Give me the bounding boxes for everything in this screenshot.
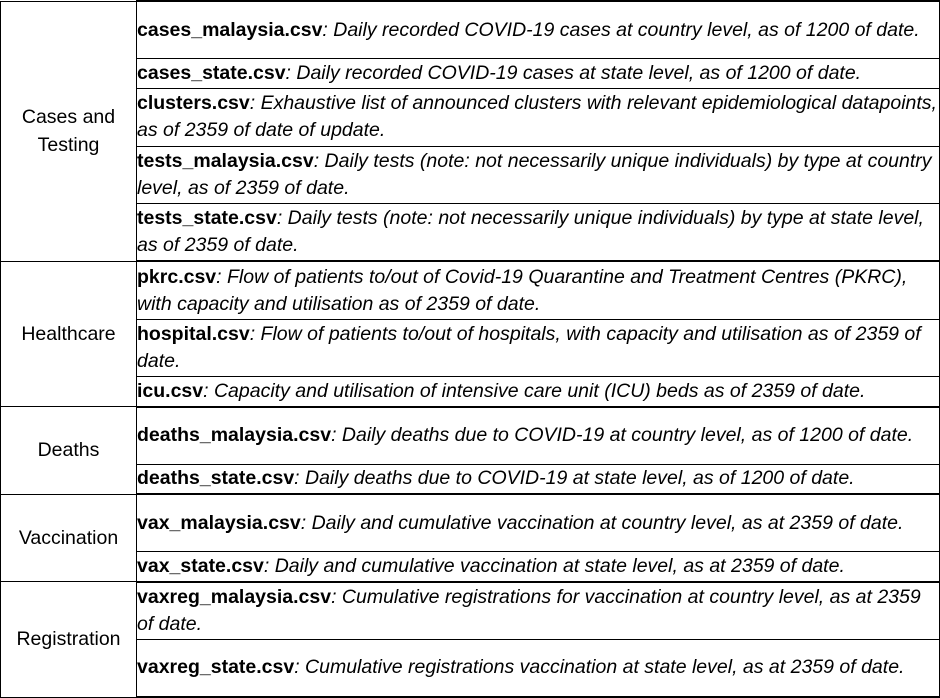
- table-row: tests_state.csv: Daily tests (note: not …: [1, 203, 940, 263]
- table-row: tests_malaysia.csv: Daily tests (note: n…: [1, 145, 940, 205]
- file-name: cases_state.csv: [137, 62, 286, 85]
- file-name: vaxreg_state.csv: [137, 656, 295, 679]
- file-description: : Cumulative registrations vaccination a…: [294, 656, 905, 679]
- file-name: cases_malaysia.csv: [137, 18, 323, 41]
- category-cell: Registration: [0, 581, 137, 698]
- entry-cell: clusters.csv: Exhaustive list of announc…: [136, 88, 940, 147]
- entry-cell: vaxreg_state.csv: Cumulative registratio…: [136, 638, 940, 698]
- category-label: Deaths: [37, 439, 100, 462]
- file-description: : Daily tests (note: not necessarily uni…: [137, 207, 924, 257]
- table-row: deaths_state.csv: Daily deaths due to CO…: [1, 463, 940, 496]
- category-cell: Deaths: [0, 406, 137, 495]
- file-description: : Daily deaths due to COVID-19 at state …: [294, 467, 855, 490]
- file-name: vaxreg_malaysia.csv: [137, 585, 332, 608]
- file-description: : Daily recorded COVID-19 cases at count…: [322, 18, 920, 41]
- category-cell: Vaccination: [0, 493, 137, 583]
- table-row: vax_state.csv: Daily and cumulative vacc…: [1, 551, 940, 583]
- table-row: Registration vaxreg_malaysia.csv: Cumula…: [0, 580, 940, 698]
- file-description: : Daily recorded COVID-19 cases at state…: [285, 62, 862, 85]
- table-row: icu.csv: Capacity and utilisation of int…: [1, 376, 940, 408]
- entry-cell: icu.csv: Capacity and utilisation of int…: [136, 376, 940, 408]
- file-name: vax_malaysia.csv: [137, 511, 301, 534]
- file-name: pkrc.csv: [137, 265, 217, 288]
- file-name: tests_state.csv: [137, 207, 277, 230]
- file-description: : Daily deaths due to COVID-19 at countr…: [331, 424, 914, 447]
- entry-cell: vaxreg_malaysia.csv: Cumulative registra…: [136, 580, 940, 640]
- entry-cell: cases_state.csv: Daily recorded COVID-19…: [136, 58, 940, 89]
- category-label: Registration: [16, 628, 121, 651]
- table-row: cases_state.csv: Daily recorded COVID-19…: [1, 58, 940, 89]
- file-description: : Daily tests (note: not necessarily uni…: [137, 149, 932, 199]
- entry-cell: cases_malaysia.csv: Daily recorded COVID…: [136, 0, 940, 60]
- category-label: Healthcare: [21, 323, 116, 346]
- file-name: icu.csv: [137, 379, 204, 402]
- category-label: Vaccination: [18, 526, 119, 549]
- file-description: : Daily and cumulative vaccination at co…: [300, 511, 904, 534]
- file-description: : Flow of patients to/out of hospitals, …: [137, 322, 921, 372]
- entry-cell: deaths_malaysia.csv: Daily deaths due to…: [136, 405, 940, 465]
- table-row: vaxreg_state.csv: Cumulative registratio…: [1, 638, 940, 698]
- file-description: : Daily and cumulative vaccination at st…: [263, 554, 845, 577]
- category-cell: Cases and Testing: [0, 0, 137, 262]
- file-description: : Flow of patients to/out of Covid-19 Qu…: [137, 265, 908, 315]
- file-name: deaths_state.csv: [137, 467, 295, 490]
- table-row: Vaccination vax_malaysia.csv: Daily and …: [0, 493, 940, 583]
- file-name: clusters.csv: [137, 92, 250, 115]
- file-name: hospital.csv: [137, 322, 250, 345]
- file-description: : Capacity and utilisation of intensive …: [203, 379, 866, 402]
- file-name: vax_state.csv: [137, 554, 264, 577]
- entry-cell: tests_state.csv: Daily tests (note: not …: [136, 203, 940, 263]
- table-row: Cases and Testing cases_malaysia.csv: Da…: [0, 0, 940, 262]
- category-label: Cases and Testing: [21, 106, 116, 157]
- category-cell: Healthcare: [0, 260, 137, 408]
- file-description: : Exhaustive list of announced clusters …: [137, 92, 937, 142]
- file-description: : Cumulative registrations for vaccinati…: [137, 585, 921, 635]
- table-row: clusters.csv: Exhaustive list of announc…: [1, 88, 940, 147]
- table-row: Deaths deaths_malaysia.csv: Daily deaths…: [0, 405, 940, 495]
- entry-cell: tests_malaysia.csv: Daily tests (note: n…: [136, 145, 940, 205]
- entry-cell: deaths_state.csv: Daily deaths due to CO…: [136, 463, 940, 496]
- entry-cell: pkrc.csv: Flow of patients to/out of Cov…: [136, 260, 940, 320]
- file-name: deaths_malaysia.csv: [137, 424, 332, 447]
- entry-cell: hospital.csv: Flow of patients to/out of…: [136, 318, 940, 378]
- entry-cell: vax_state.csv: Daily and cumulative vacc…: [136, 551, 940, 583]
- entry-cell: vax_malaysia.csv: Daily and cumulative v…: [136, 493, 940, 553]
- file-name: tests_malaysia.csv: [137, 149, 314, 172]
- table-row: Healthcare pkrc.csv: Flow of patients to…: [0, 260, 940, 408]
- table-row: hospital.csv: Flow of patients to/out of…: [1, 318, 940, 378]
